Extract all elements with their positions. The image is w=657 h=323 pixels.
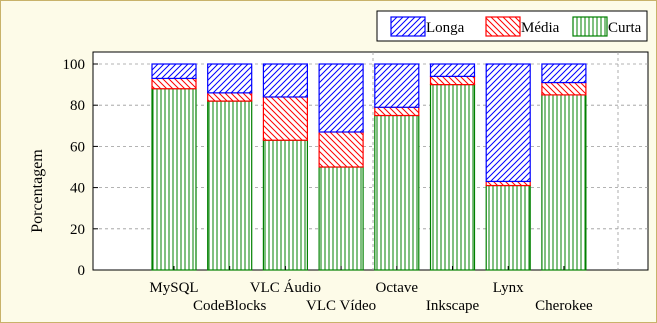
bar-segment-média — [485, 180, 531, 187]
bar-segment-curta — [429, 83, 476, 271]
y-axis-ticks: 0 20 40 60 80 100 — [63, 57, 98, 279]
y-tick-label: 60 — [70, 139, 85, 155]
y-tick-label: 40 — [70, 181, 85, 197]
bar-segment-média — [541, 81, 587, 96]
x-tick-label: Lynx — [493, 280, 524, 296]
bar-segment-longa — [374, 63, 420, 108]
x-tick-label: Cherokee — [535, 298, 593, 314]
bar-segment-média — [318, 131, 364, 168]
legend-label-curta: Curta — [608, 20, 642, 36]
bar-segment-média — [429, 75, 476, 86]
bar-segment-curta — [485, 184, 531, 271]
x-tick-label: MySQL — [149, 280, 198, 296]
bar-segment-curta — [207, 100, 253, 271]
bar-segment-longa — [318, 63, 364, 133]
bar-segment-curta — [151, 88, 197, 271]
bar-segment-curta — [374, 114, 420, 271]
bar-segment-média — [374, 106, 420, 117]
y-axis-label: Porcentagem — [29, 149, 46, 233]
legend-label-longa: Longa — [426, 20, 465, 36]
legend-swatch-longa — [390, 16, 426, 37]
legend-swatch-média — [485, 16, 521, 37]
bar-segment-longa — [207, 63, 253, 94]
bar-segment-longa — [429, 63, 476, 77]
x-tick-label: Octave — [376, 280, 419, 296]
bar-segment-curta — [541, 94, 587, 271]
bar-segment-média — [262, 96, 308, 141]
y-tick-label: 20 — [70, 222, 85, 238]
legend-label-média: Média — [521, 20, 560, 36]
bars — [151, 63, 587, 271]
x-tick-label: VLC Áudio — [250, 279, 321, 296]
bar-segment-curta — [318, 166, 364, 271]
y-tick-label: 80 — [70, 98, 85, 114]
y-tick-label: 0 — [78, 263, 86, 279]
bar-segment-curta — [262, 139, 308, 271]
legend: Longa Média Curta — [376, 10, 648, 42]
legend-swatch-curta — [572, 16, 608, 37]
bar-segment-longa — [151, 63, 197, 80]
x-tick-label: VLC Vídeo — [306, 298, 376, 314]
y-tick-label: 100 — [63, 57, 86, 73]
x-tick-label: Inkscape — [426, 298, 480, 314]
bar-segment-média — [151, 77, 197, 90]
bar-segment-longa — [485, 63, 531, 183]
bar-segment-longa — [262, 63, 308, 98]
bar-segment-média — [207, 92, 253, 102]
bar-segment-longa — [541, 63, 587, 84]
x-tick-label: CodeBlocks — [193, 298, 266, 314]
